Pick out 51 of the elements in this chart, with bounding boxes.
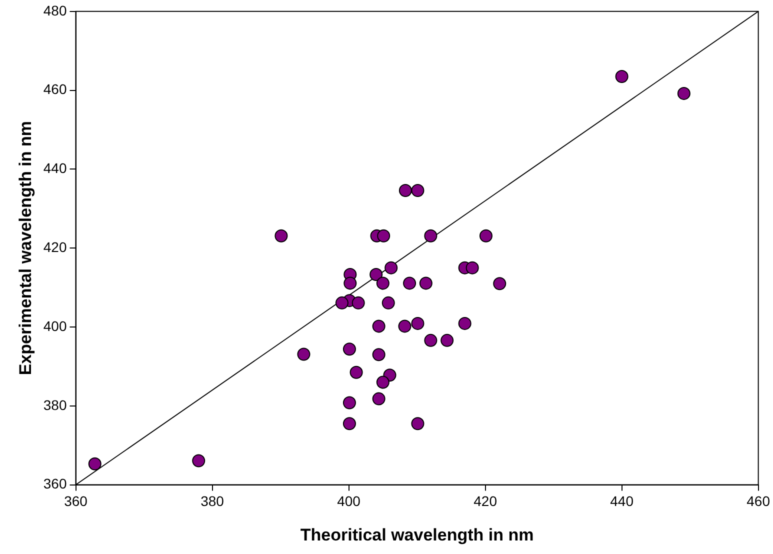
point — [440, 334, 454, 347]
x-tick-label: 440 — [610, 493, 634, 510]
point — [424, 229, 438, 242]
point — [458, 316, 472, 330]
point — [192, 454, 206, 468]
point — [342, 417, 356, 430]
point — [493, 277, 506, 290]
point — [377, 229, 390, 242]
point — [372, 392, 386, 406]
point — [403, 276, 416, 290]
point — [350, 366, 363, 379]
point — [411, 184, 424, 198]
point — [274, 229, 288, 242]
y-tick-label: 480 — [43, 2, 67, 18]
x-tick-label: 360 — [64, 493, 88, 510]
x-tick-label: 400 — [337, 493, 361, 510]
x-tick-label: 420 — [474, 493, 498, 510]
y-tick-label: 420 — [43, 238, 67, 255]
point — [419, 276, 432, 290]
point — [370, 268, 383, 282]
point — [615, 70, 628, 83]
y-tick-label: 440 — [43, 160, 67, 176]
point — [382, 296, 395, 310]
point — [88, 457, 102, 470]
y-tick-label: 360 — [43, 476, 67, 492]
point — [376, 276, 390, 290]
x-axis-title: Theoritical wavelength in nm — [300, 525, 534, 544]
point — [424, 334, 438, 347]
point — [372, 320, 386, 333]
point — [466, 261, 479, 274]
y-tick-label: 460 — [43, 81, 67, 98]
point — [398, 184, 412, 198]
point — [342, 342, 356, 356]
point — [352, 296, 365, 310]
point — [297, 348, 310, 361]
y-axis-title: Experimental wavelength in nm — [16, 121, 35, 376]
point — [372, 348, 386, 362]
point — [342, 396, 356, 410]
x-tick-label: 460 — [746, 493, 770, 510]
y-tick-label: 380 — [43, 396, 67, 413]
x-tick-label: 380 — [200, 493, 224, 510]
point — [384, 261, 398, 274]
point — [411, 316, 424, 330]
point — [344, 276, 357, 290]
point — [479, 229, 492, 242]
point — [677, 86, 690, 100]
y-tick-label: 400 — [43, 318, 67, 334]
point — [335, 296, 348, 310]
point — [376, 376, 390, 389]
point — [398, 320, 412, 333]
point — [411, 417, 424, 430]
